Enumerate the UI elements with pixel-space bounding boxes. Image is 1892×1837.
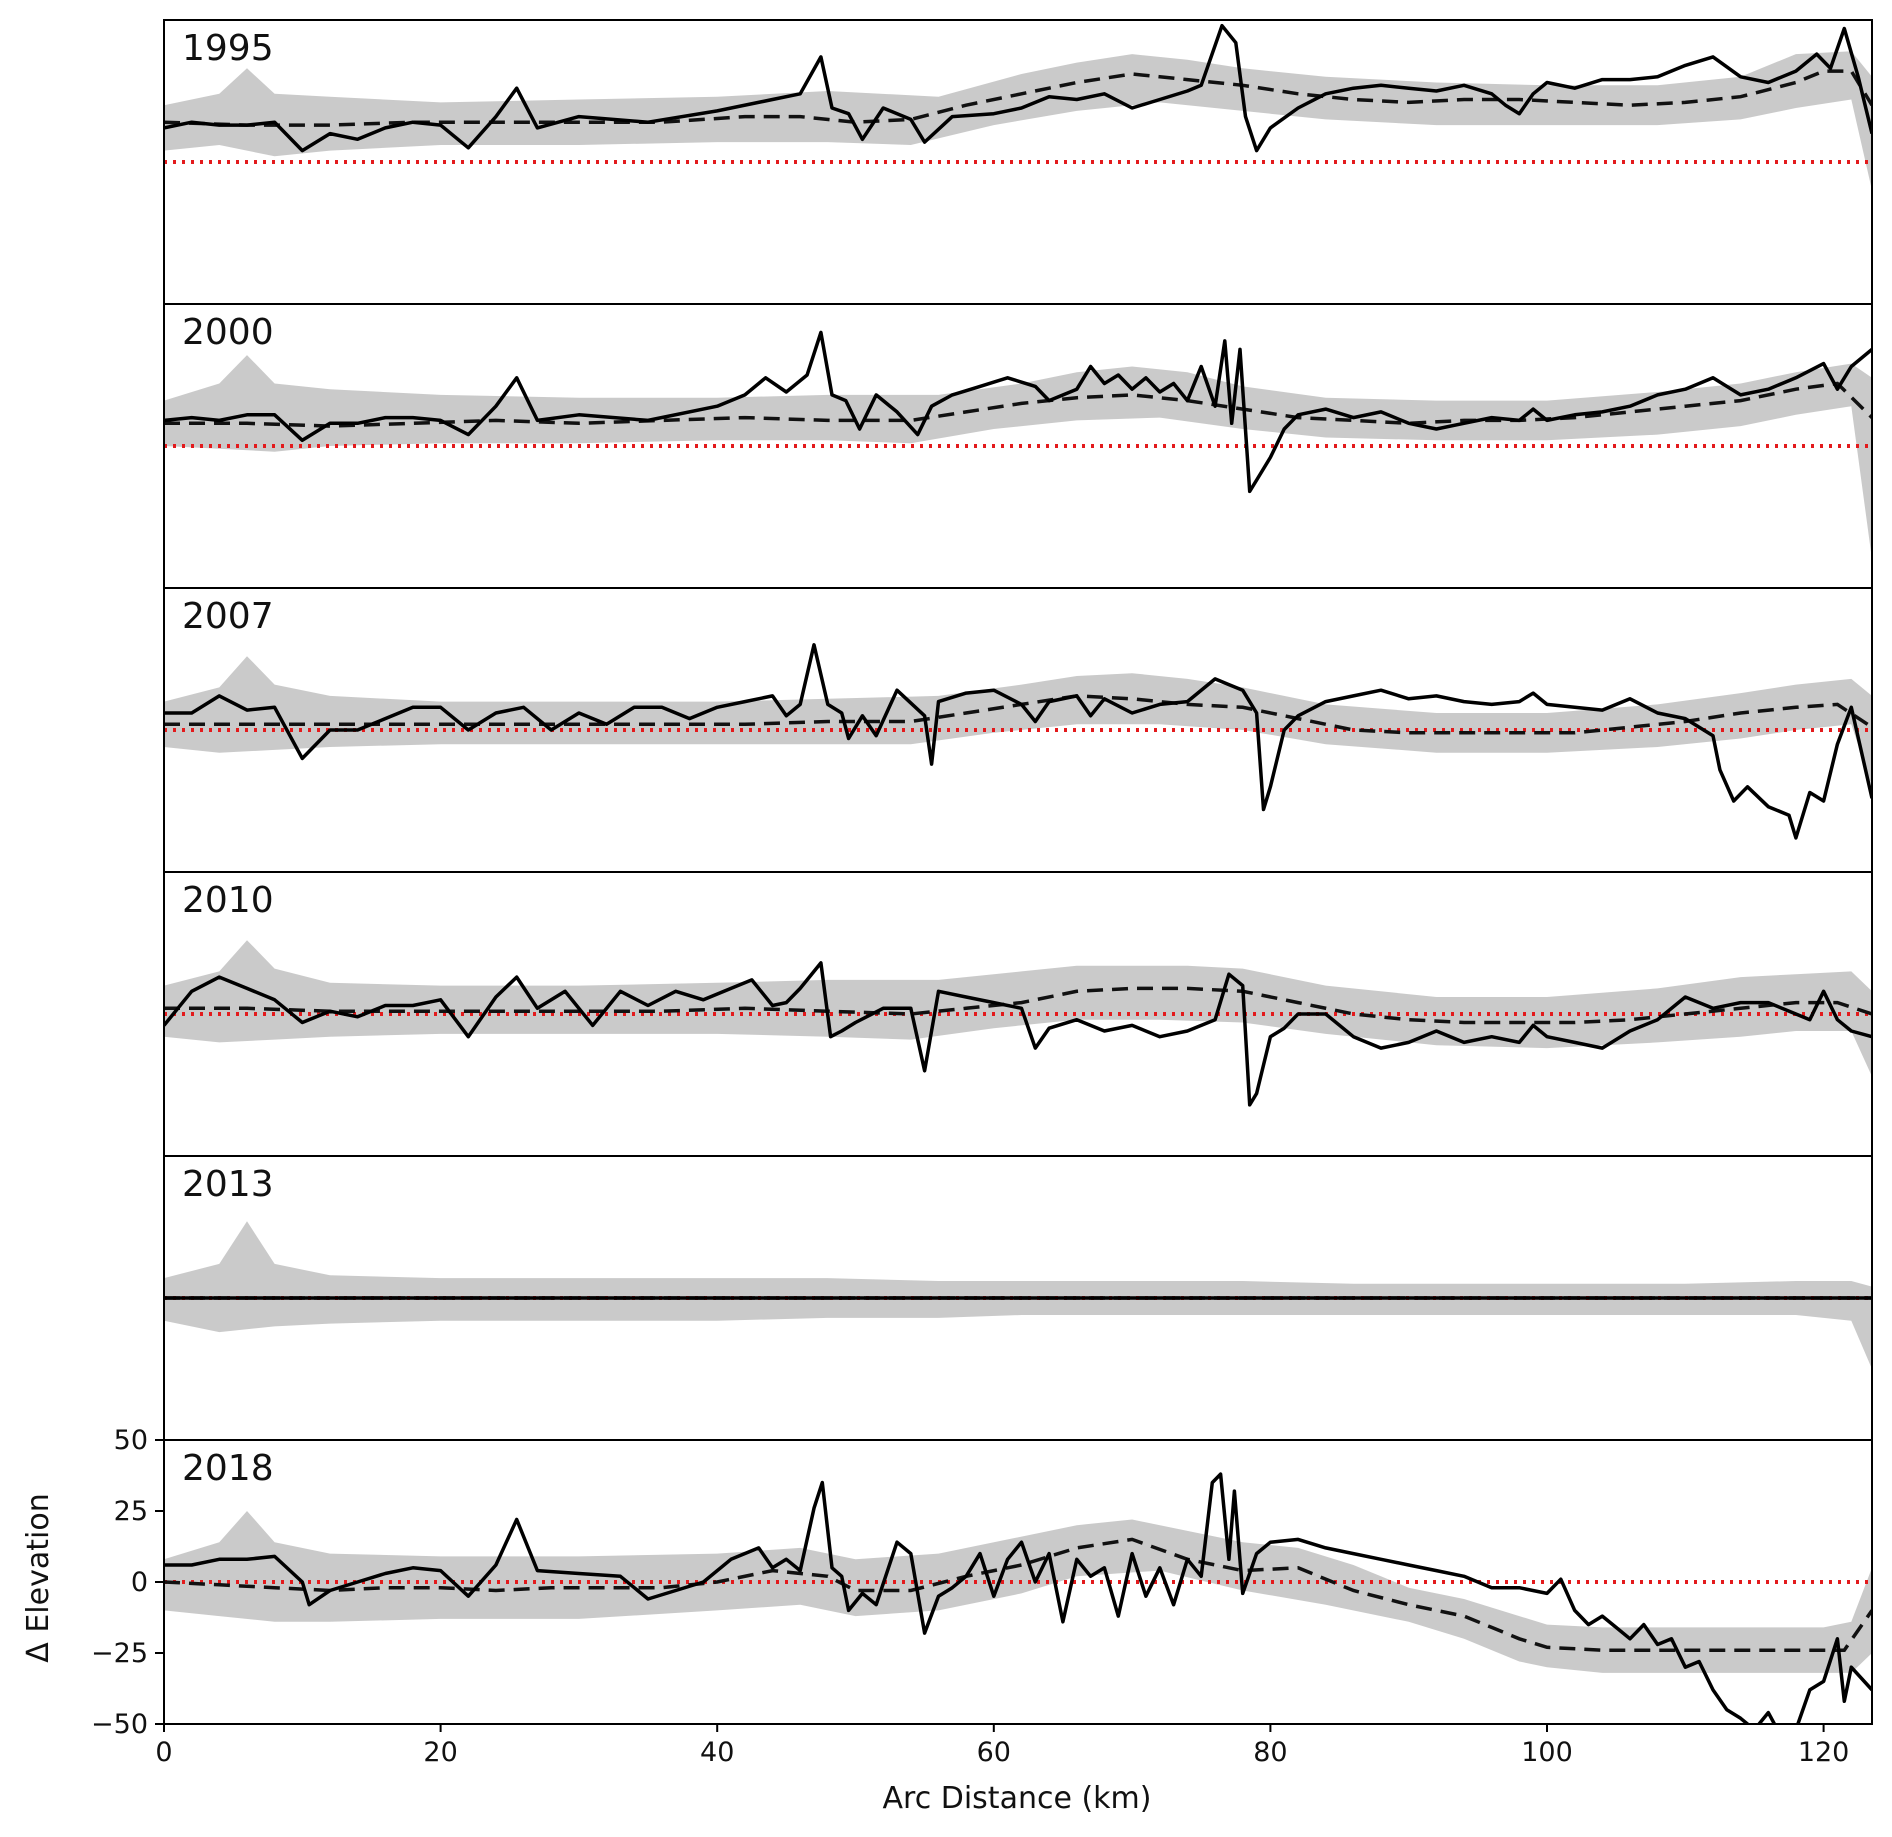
observed-line-2010 xyxy=(164,961,1872,1107)
x-tick-label: 0 xyxy=(155,1737,172,1768)
x-axis: 0 20 40 60 80 100 120 xyxy=(155,1723,1849,1768)
panel-year-label: 2010 xyxy=(182,880,274,921)
y-tick-label: 50 xyxy=(114,1425,148,1456)
envelope-band-1995 xyxy=(164,51,1872,191)
y-tick-label: 0 xyxy=(131,1567,148,1598)
panel-2013: 2013 xyxy=(163,1155,1873,1441)
panel-year-label: 2000 xyxy=(182,312,274,353)
panel-plot-area-1995 xyxy=(164,23,1872,191)
y-tick-label: 25 xyxy=(114,1496,148,1527)
envelope-band-2013 xyxy=(164,1221,1872,1369)
panel-year-label: 2007 xyxy=(182,596,274,637)
panel-plot-area-2007 xyxy=(164,643,1872,840)
x-tick-label: 40 xyxy=(700,1737,734,1768)
panel-plot-area-2013 xyxy=(164,1221,1872,1369)
panel-plot-area-2010 xyxy=(164,940,1872,1107)
observed-line-2007 xyxy=(164,643,1872,840)
median-dashed-line-2018 xyxy=(164,1537,1872,1652)
y-axis-label: Δ Elevation xyxy=(21,1493,56,1662)
envelope-band-2000 xyxy=(164,355,1872,560)
panel-plot-area-2018 xyxy=(164,1472,1872,1724)
x-tick-label: 60 xyxy=(977,1737,1011,1768)
x-tick-label: 20 xyxy=(423,1737,457,1768)
y-axis: −50 −25 0 25 50 xyxy=(91,1425,164,1740)
panel-2007: 2007 xyxy=(163,587,1873,873)
x-tick-label: 80 xyxy=(1253,1737,1287,1768)
panel-2018: 2018 xyxy=(163,1439,1873,1725)
panel-2010: 2010 xyxy=(163,871,1873,1157)
x-tick-label: 100 xyxy=(1521,1737,1573,1768)
panel-1995: 1995 xyxy=(163,19,1873,305)
panel-2000: 2000 xyxy=(163,303,1873,589)
panel-year-label: 1995 xyxy=(182,28,274,69)
x-tick-label: 120 xyxy=(1798,1737,1850,1768)
observed-line-1995 xyxy=(164,23,1872,153)
envelope-band-2007 xyxy=(164,656,1872,787)
y-tick-label: −50 xyxy=(91,1709,148,1740)
panels-group: 1995 2000 2007 2010 2013 2018 xyxy=(163,19,1873,1725)
median-dashed-line-1995 xyxy=(164,69,1872,127)
panel-year-label: 2013 xyxy=(182,1164,274,1205)
panel-plot-area-2000 xyxy=(164,330,1872,560)
envelope-band-2018 xyxy=(164,1511,1872,1673)
observed-line-2018 xyxy=(164,1472,1872,1724)
y-tick-label: −25 xyxy=(91,1638,148,1669)
observed-line-2000 xyxy=(164,330,1872,494)
panel-year-label: 2018 xyxy=(182,1448,274,1489)
x-axis-label: Arc Distance (km) xyxy=(883,1781,1152,1816)
